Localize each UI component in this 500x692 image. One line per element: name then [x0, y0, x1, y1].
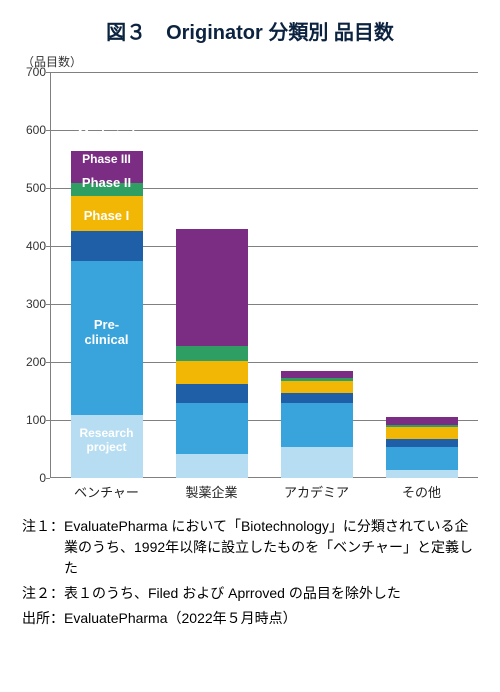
note-head: 出所： — [22, 608, 64, 629]
note-head: 注１： — [22, 516, 64, 579]
y-tick-label: 500 — [18, 181, 46, 195]
x-tick-label: ベンチャー — [71, 478, 143, 502]
bar-segment-marketed — [71, 151, 143, 183]
x-axis-labels: ベンチャー 製薬企業 アカデミア その他 — [50, 478, 478, 502]
bar — [386, 417, 458, 478]
note-row: 注２：表１のうち、Filed および Aprroved の品目を除外した — [22, 583, 478, 604]
bar-segment-phase1 — [281, 393, 353, 402]
bar-segment-phase2 — [386, 427, 458, 439]
bar-segment-pre-clinical — [281, 403, 353, 447]
y-tick-label: 200 — [18, 355, 46, 369]
x-tick-label: アカデミア — [281, 478, 353, 502]
note-head: 注２： — [22, 583, 64, 604]
note-row: 出所：EvaluatePharma（2022年５月時点） — [22, 608, 478, 629]
note-body: EvaluatePharma（2022年５月時点） — [64, 608, 478, 629]
x-tick-label: その他 — [386, 478, 458, 502]
bar-segment-phase2 — [176, 361, 248, 384]
bar-segment-research-project — [176, 454, 248, 478]
chart-bars — [50, 72, 478, 478]
bar-segment-pre-clinical — [71, 261, 143, 415]
note-row: 注１：EvaluatePharma において「Biotechnology」に分類… — [22, 516, 478, 579]
bar-segment-pre-clinical — [386, 447, 458, 470]
bar-segment-phase3 — [176, 346, 248, 361]
x-tick-label: 製薬企業 — [176, 478, 248, 502]
chart-title: 図３ Originator 分類別 品目数 — [22, 16, 478, 45]
bar — [281, 371, 353, 478]
y-tick-label: 700 — [18, 65, 46, 79]
y-tick-label: 100 — [18, 413, 46, 427]
bar-segment-research-project — [386, 470, 458, 478]
chart-plot-area: 0100200300400500600700 MarketedPhase III… — [50, 72, 478, 502]
bar-segment-phase1 — [71, 231, 143, 261]
bar-segment-pre-clinical — [176, 403, 248, 454]
bar-segment-research-project — [281, 447, 353, 478]
bar-segment-phase1 — [176, 384, 248, 403]
y-tick-label: 600 — [18, 123, 46, 137]
note-body: EvaluatePharma において「Biotechnology」に分類されて… — [64, 516, 478, 579]
bar-segment-marketed — [386, 417, 458, 425]
bar-segment-marketed — [176, 229, 248, 346]
bar-segment-phase3 — [71, 183, 143, 196]
bar-segment-marketed — [281, 371, 353, 378]
bar-segment-phase1 — [386, 439, 458, 447]
bar-segment-phase2 — [281, 381, 353, 394]
bar-segment-research-project — [71, 415, 143, 478]
note-body: 表１のうち、Filed および Aprroved の品目を除外した — [64, 583, 478, 604]
y-tick-label: 0 — [18, 471, 46, 485]
chart-notes: 注１：EvaluatePharma において「Biotechnology」に分類… — [22, 516, 478, 629]
bar — [71, 151, 143, 478]
y-tick-label: 400 — [18, 239, 46, 253]
bar-segment-phase2 — [71, 196, 143, 231]
bar — [176, 229, 248, 478]
y-tick-label: 300 — [18, 297, 46, 311]
y-axis-label: （品目数） — [22, 53, 478, 70]
